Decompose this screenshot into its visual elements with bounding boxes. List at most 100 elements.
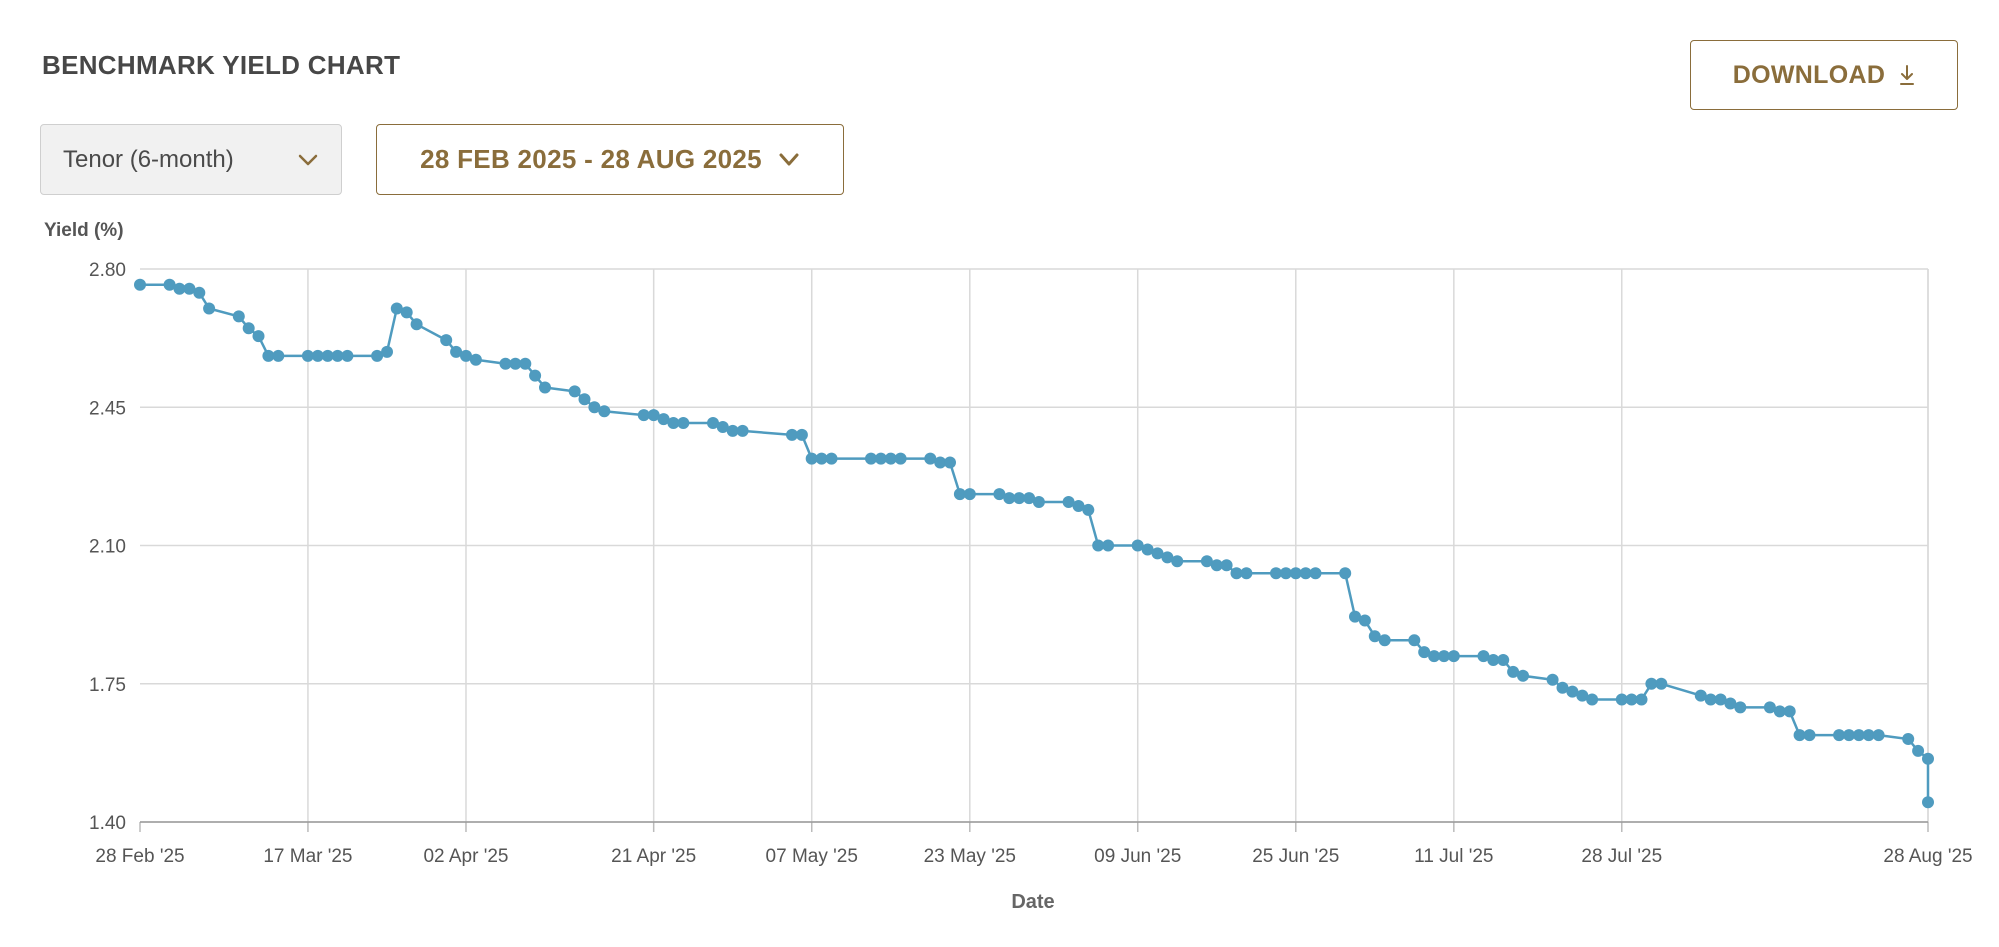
data-point bbox=[203, 302, 216, 315]
data-point bbox=[1655, 677, 1668, 690]
data-point bbox=[736, 424, 749, 437]
data-point bbox=[341, 349, 354, 362]
data-point bbox=[1151, 547, 1164, 560]
data-point bbox=[874, 452, 887, 465]
x-tick-label: 25 Jun '25 bbox=[1252, 846, 1339, 867]
date-range-select[interactable]: 28 FEB 2025 - 28 AUG 2025 bbox=[376, 124, 844, 195]
data-point bbox=[657, 413, 670, 426]
data-point bbox=[1418, 646, 1431, 659]
data-point bbox=[1270, 567, 1282, 580]
data-point bbox=[321, 349, 334, 362]
data-point bbox=[1694, 689, 1707, 702]
data-point bbox=[894, 452, 907, 465]
series-line bbox=[140, 283, 1930, 803]
data-point bbox=[519, 357, 532, 370]
data-point bbox=[311, 349, 324, 362]
y-tick-label: 1.75 bbox=[89, 675, 126, 696]
data-point bbox=[786, 428, 798, 441]
data-point bbox=[262, 349, 275, 362]
data-point bbox=[1062, 496, 1075, 508]
data-point bbox=[1240, 567, 1253, 580]
x-tick-label: 09 Jun '25 bbox=[1094, 846, 1181, 867]
data-point bbox=[993, 488, 1006, 501]
data-point bbox=[944, 456, 956, 469]
page-title: BENCHMARK YIELD CHART bbox=[42, 50, 401, 80]
data-point bbox=[1625, 693, 1638, 706]
data-point bbox=[815, 452, 828, 465]
data-point bbox=[1438, 650, 1450, 663]
data-point bbox=[1645, 677, 1658, 690]
data-point bbox=[173, 282, 186, 295]
data-point bbox=[1378, 634, 1391, 647]
tenor-select[interactable]: Tenor (6-month) bbox=[40, 124, 342, 195]
chevron-down-icon bbox=[298, 154, 318, 165]
x-tick-label: 28 Jul '25 bbox=[1581, 846, 1662, 867]
data-point bbox=[884, 452, 897, 465]
x-tick-label: 07 May '25 bbox=[766, 846, 858, 867]
data-point bbox=[410, 318, 423, 331]
data-point bbox=[1517, 669, 1529, 682]
data-point bbox=[1299, 567, 1312, 580]
data-point bbox=[381, 345, 393, 358]
download-icon bbox=[1900, 65, 1915, 85]
data-point bbox=[716, 421, 729, 433]
data-point bbox=[1339, 567, 1352, 580]
data-point bbox=[1724, 697, 1737, 710]
data-point bbox=[1171, 555, 1184, 568]
date-range-value: 28 FEB 2025 - 28 AUG 2025 bbox=[420, 144, 762, 174]
data-point bbox=[1922, 752, 1934, 765]
data-point bbox=[1289, 567, 1302, 580]
data-point bbox=[1763, 701, 1776, 714]
data-point bbox=[390, 302, 403, 315]
data-point bbox=[242, 322, 255, 335]
data-point bbox=[1082, 503, 1095, 516]
y-tick-label: 1.40 bbox=[89, 813, 126, 834]
data-point bbox=[1635, 693, 1648, 706]
data-point bbox=[539, 381, 551, 394]
data-point bbox=[1862, 729, 1875, 742]
data-point bbox=[1773, 705, 1786, 718]
data-point bbox=[1734, 701, 1747, 714]
data-point bbox=[1833, 729, 1846, 742]
data-point bbox=[805, 452, 818, 465]
x-axis-label: Date bbox=[1011, 891, 1054, 913]
data-point bbox=[1023, 492, 1036, 505]
data-point bbox=[1556, 681, 1569, 694]
data-point bbox=[460, 349, 472, 362]
data-point bbox=[1615, 693, 1628, 706]
data-point bbox=[1477, 650, 1490, 663]
data-point bbox=[963, 488, 976, 501]
data-point bbox=[1576, 689, 1589, 702]
data-point bbox=[1586, 693, 1599, 706]
data-point bbox=[647, 409, 660, 422]
data-point bbox=[1428, 650, 1441, 663]
data-point bbox=[134, 278, 146, 291]
data-point bbox=[1279, 567, 1292, 580]
data-point bbox=[1013, 492, 1026, 505]
x-tick-label: 17 Mar '25 bbox=[263, 846, 352, 867]
yield-chart: Yield (%) Date 2.80 2.45 2.10 1.75 1.40 28 F… bbox=[44, 220, 1973, 913]
data-point bbox=[924, 452, 937, 465]
data-point bbox=[1230, 567, 1243, 580]
data-point bbox=[193, 286, 206, 299]
data-point bbox=[726, 424, 739, 437]
download-button[interactable]: DOWNLOAD bbox=[1690, 40, 1958, 110]
y-axis-label: Yield (%) bbox=[44, 220, 124, 241]
data-point bbox=[1210, 559, 1223, 572]
data-point bbox=[1131, 539, 1144, 552]
data-point bbox=[934, 456, 947, 469]
data-point bbox=[1368, 630, 1381, 643]
data-point bbox=[469, 353, 482, 366]
data-point bbox=[1872, 729, 1885, 742]
chevron-down-icon bbox=[779, 153, 799, 165]
data-point bbox=[1793, 729, 1806, 742]
data-point bbox=[707, 417, 719, 429]
data-point bbox=[1546, 673, 1559, 686]
tenor-select-value: Tenor (6-month) bbox=[63, 145, 234, 173]
download-label: DOWNLOAD bbox=[1732, 60, 1886, 89]
x-tick-label: 23 May '25 bbox=[924, 846, 1016, 867]
data-point bbox=[1092, 539, 1105, 552]
data-point bbox=[1922, 796, 1934, 809]
data-point bbox=[499, 357, 512, 370]
data-point bbox=[677, 417, 690, 429]
